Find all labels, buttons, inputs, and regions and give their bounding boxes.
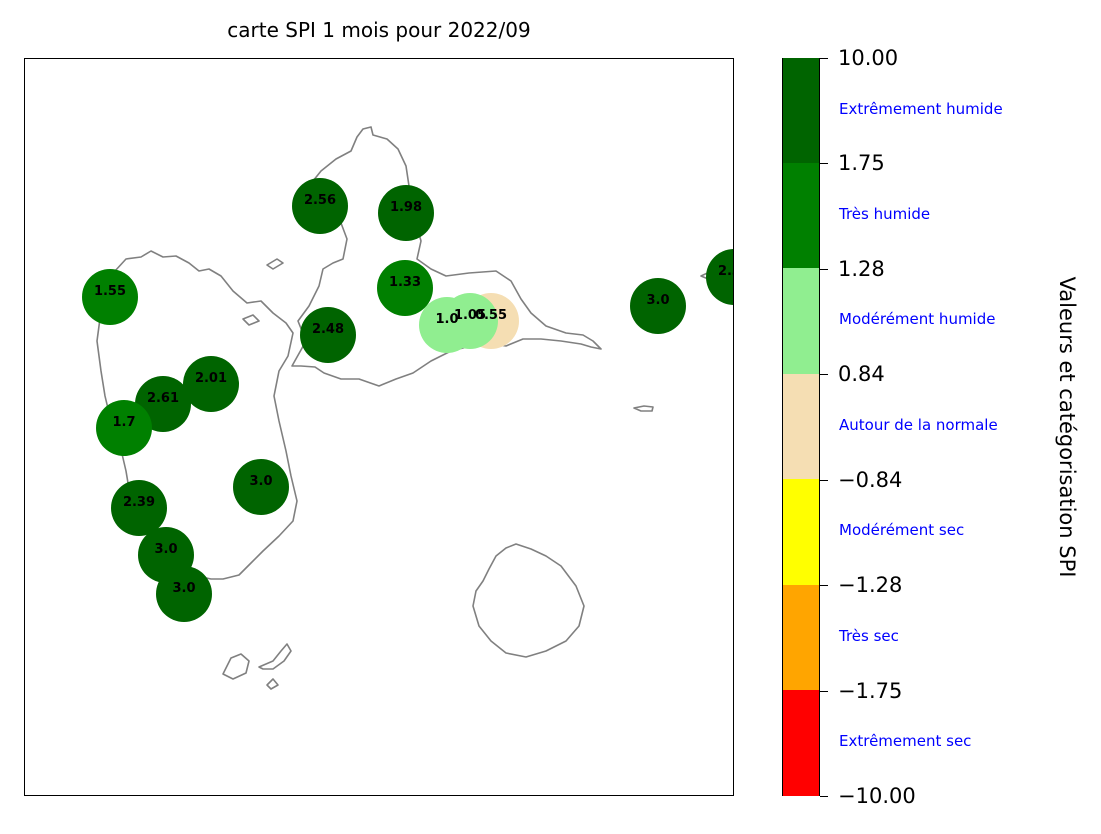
colorbar-tick-label: −10.00 xyxy=(838,784,916,808)
colorbar-segment xyxy=(783,584,819,691)
station-marker xyxy=(96,400,152,456)
coastline-ilet-cabrit xyxy=(266,678,279,690)
coastline-islet-north xyxy=(266,258,284,270)
colorbar-category-label: Extrêmement humide xyxy=(839,99,1003,118)
station-value-label: 1.05 xyxy=(454,308,486,323)
colorbar-category-label: Modérément sec xyxy=(839,521,965,540)
station-value-label: 2.31 xyxy=(718,264,734,279)
colorbar-tick-label: −0.84 xyxy=(838,467,903,492)
station-marker xyxy=(377,260,433,316)
colorbar-tick xyxy=(820,163,828,165)
colorbar-segment xyxy=(783,690,819,796)
station-marker xyxy=(82,269,138,325)
colorbar-tick-label: 1.28 xyxy=(838,256,885,281)
map-area: 2.56 1.98 2.31 3.0 1.33 1.55 2.48 0.551.051.0 2.… xyxy=(24,58,734,796)
coastline-terre-de-bas xyxy=(222,653,250,680)
colorbar-tick-label: −1.75 xyxy=(838,678,903,703)
station-value-label: 2.39 xyxy=(123,495,155,510)
station-marker xyxy=(378,185,434,241)
colorbar-tick xyxy=(820,585,828,587)
colorbar-tick xyxy=(820,479,828,481)
station-marker xyxy=(292,178,348,234)
station-value-label: 2.61 xyxy=(147,391,179,406)
station-value-label: 3.0 xyxy=(249,474,272,489)
map-canvas: 2.56 1.98 2.31 3.0 1.33 1.55 2.48 0.551.051.0 2.… xyxy=(82,126,734,690)
station-marker xyxy=(111,480,167,536)
coastline-terre-de-haut xyxy=(258,643,292,670)
colorbar-category-label: Modérément humide xyxy=(839,310,996,329)
station-value-label: 1.7 xyxy=(112,415,135,430)
colorbar-tick-label: −1.28 xyxy=(838,573,903,598)
colorbar-tick-label: 10.00 xyxy=(838,46,899,70)
station-marker xyxy=(419,297,475,353)
colorbar-segment xyxy=(783,268,819,375)
station-value-label: 1.0 xyxy=(435,312,458,327)
station-value-label: 2.56 xyxy=(304,193,336,208)
colorbar-category-label: Autour de la normale xyxy=(839,415,998,434)
station-marker xyxy=(156,566,212,622)
station-value-label: 2.48 xyxy=(312,322,344,337)
colorbar-tick xyxy=(820,268,828,270)
colorbar-tick-label: 1.75 xyxy=(838,151,885,176)
station-value-label: 2.01 xyxy=(195,371,227,386)
station-marker xyxy=(706,249,733,305)
station-marker xyxy=(300,307,356,363)
station-marker xyxy=(233,459,289,515)
colorbar-tick-label: 0.84 xyxy=(838,362,885,387)
station-value-label: 1.33 xyxy=(389,275,421,290)
colorbar-tick xyxy=(820,58,828,59)
station-value-label: 3.0 xyxy=(172,581,195,596)
station-marker xyxy=(630,278,686,334)
coastline-petite-terre xyxy=(633,405,654,412)
colorbar-category-label: Très sec xyxy=(839,626,899,645)
station-value-label: 3.0 xyxy=(154,542,177,557)
station-value-label: 0.55 xyxy=(475,308,507,323)
colorbar-tick xyxy=(820,796,828,797)
map-title: carte SPI 1 mois pour 2022/09 xyxy=(227,18,531,42)
colorbar-category-label: Très humide xyxy=(839,205,931,224)
coastline-marie-galante xyxy=(472,543,585,658)
colorbar-segment xyxy=(783,162,819,269)
colorbar-tick xyxy=(820,690,828,692)
colorbar-tick xyxy=(820,374,828,376)
station-value-label: 1.55 xyxy=(94,284,126,299)
spi-colorbar xyxy=(782,57,820,796)
colorbar-category-label: Extrêmement sec xyxy=(839,732,972,751)
colorbar-segment xyxy=(783,57,819,164)
station-value-label: 3.0 xyxy=(646,293,669,308)
coastline-islet-west xyxy=(242,314,260,326)
station-marker xyxy=(183,356,239,412)
station-value-label: 1.98 xyxy=(390,200,422,215)
colorbar-segment xyxy=(783,373,819,480)
colorbar-segment xyxy=(783,479,819,586)
colorbar-axis-title: Valeurs et catégorisation SPI xyxy=(1055,276,1079,578)
